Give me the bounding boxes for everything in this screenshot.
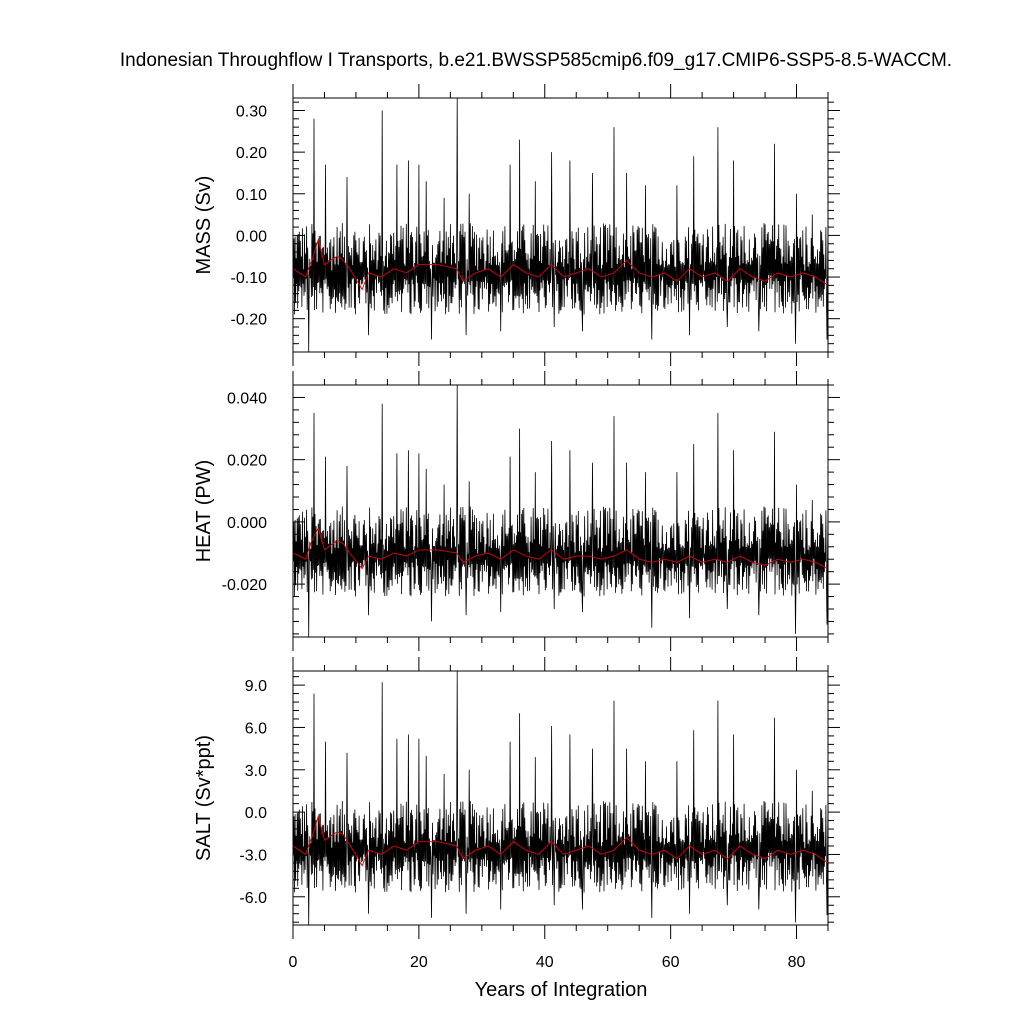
- panel-mass-smoothed-series: [292, 237, 829, 291]
- x-tick-label: 0: [289, 954, 298, 971]
- y-tick-label: -0.20: [231, 312, 268, 329]
- panel-heat-tick-labels: -0.020 0.000 0.020 0.040: [222, 390, 267, 594]
- panel-heat-y-axis-label: HEAT (PW): [193, 460, 215, 563]
- panel-heat-frame: [292, 384, 829, 638]
- y-tick-label: -0.10: [231, 270, 268, 287]
- panel-salt-axes: [292, 657, 840, 939]
- x-tick-label: 80: [788, 954, 806, 971]
- panel-salt-raw-series: [292, 670, 829, 926]
- y-tick-label: 0.10: [236, 187, 267, 204]
- y-tick-label: 0.20: [236, 145, 267, 162]
- panel-heat: -0.020 0.000 0.020 0.040 HEAT (PW): [193, 371, 840, 651]
- panel-mass-raw-series: [292, 97, 829, 353]
- y-tick-label: 9.0: [245, 678, 267, 695]
- panel-salt-y-axis-label: SALT (Sv*ppt): [193, 735, 215, 861]
- y-tick-label: 0.0: [245, 805, 267, 822]
- y-tick-label: 0.30: [236, 103, 267, 120]
- x-tick-label: 40: [536, 954, 554, 971]
- y-tick-label: 6.0: [245, 720, 267, 737]
- y-tick-label: 0.020: [227, 453, 267, 470]
- x-tick-label: 20: [410, 954, 428, 971]
- panel-salt-tick-labels: -6.0 -3.0 0.0 3.0 6.0 9.0 0 20 40 60 80: [239, 678, 805, 971]
- y-tick-label: 0.000: [227, 515, 267, 532]
- panel-mass: -0.20 -0.10 0.00 0.10 0.20 0.30 MASS (Sv): [193, 84, 840, 366]
- panel-heat-smoothed-series: [292, 526, 829, 570]
- x-tick-label: 60: [662, 954, 680, 971]
- y-tick-label: 3.0: [245, 763, 267, 780]
- y-tick-label: -0.020: [222, 577, 267, 594]
- x-axis-label: Years of Integration: [475, 979, 648, 1001]
- panel-mass-frame: [292, 97, 829, 353]
- panel-mass-tick-labels: -0.20 -0.10 0.00 0.10 0.20 0.30: [231, 103, 268, 328]
- panel-heat-raw-series: [292, 384, 829, 638]
- panel-mass-y-axis-label: MASS (Sv): [193, 176, 215, 275]
- panel-salt: -6.0 -3.0 0.0 3.0 6.0 9.0 0 20 40 60 80 SALT (Sv*p…: [193, 657, 840, 971]
- panel-heat-axes: [292, 371, 840, 651]
- chart-title: Indonesian Throughflow I Transports, b.e…: [120, 50, 952, 71]
- y-tick-label: -6.0: [239, 890, 267, 907]
- y-tick-label: 0.040: [227, 390, 267, 407]
- y-tick-label: -3.0: [239, 847, 267, 864]
- panel-salt-frame: [292, 670, 829, 926]
- y-tick-label: 0.00: [236, 228, 267, 245]
- panel-salt-smoothed-series: [292, 814, 829, 867]
- panel-mass-axes: [292, 84, 840, 366]
